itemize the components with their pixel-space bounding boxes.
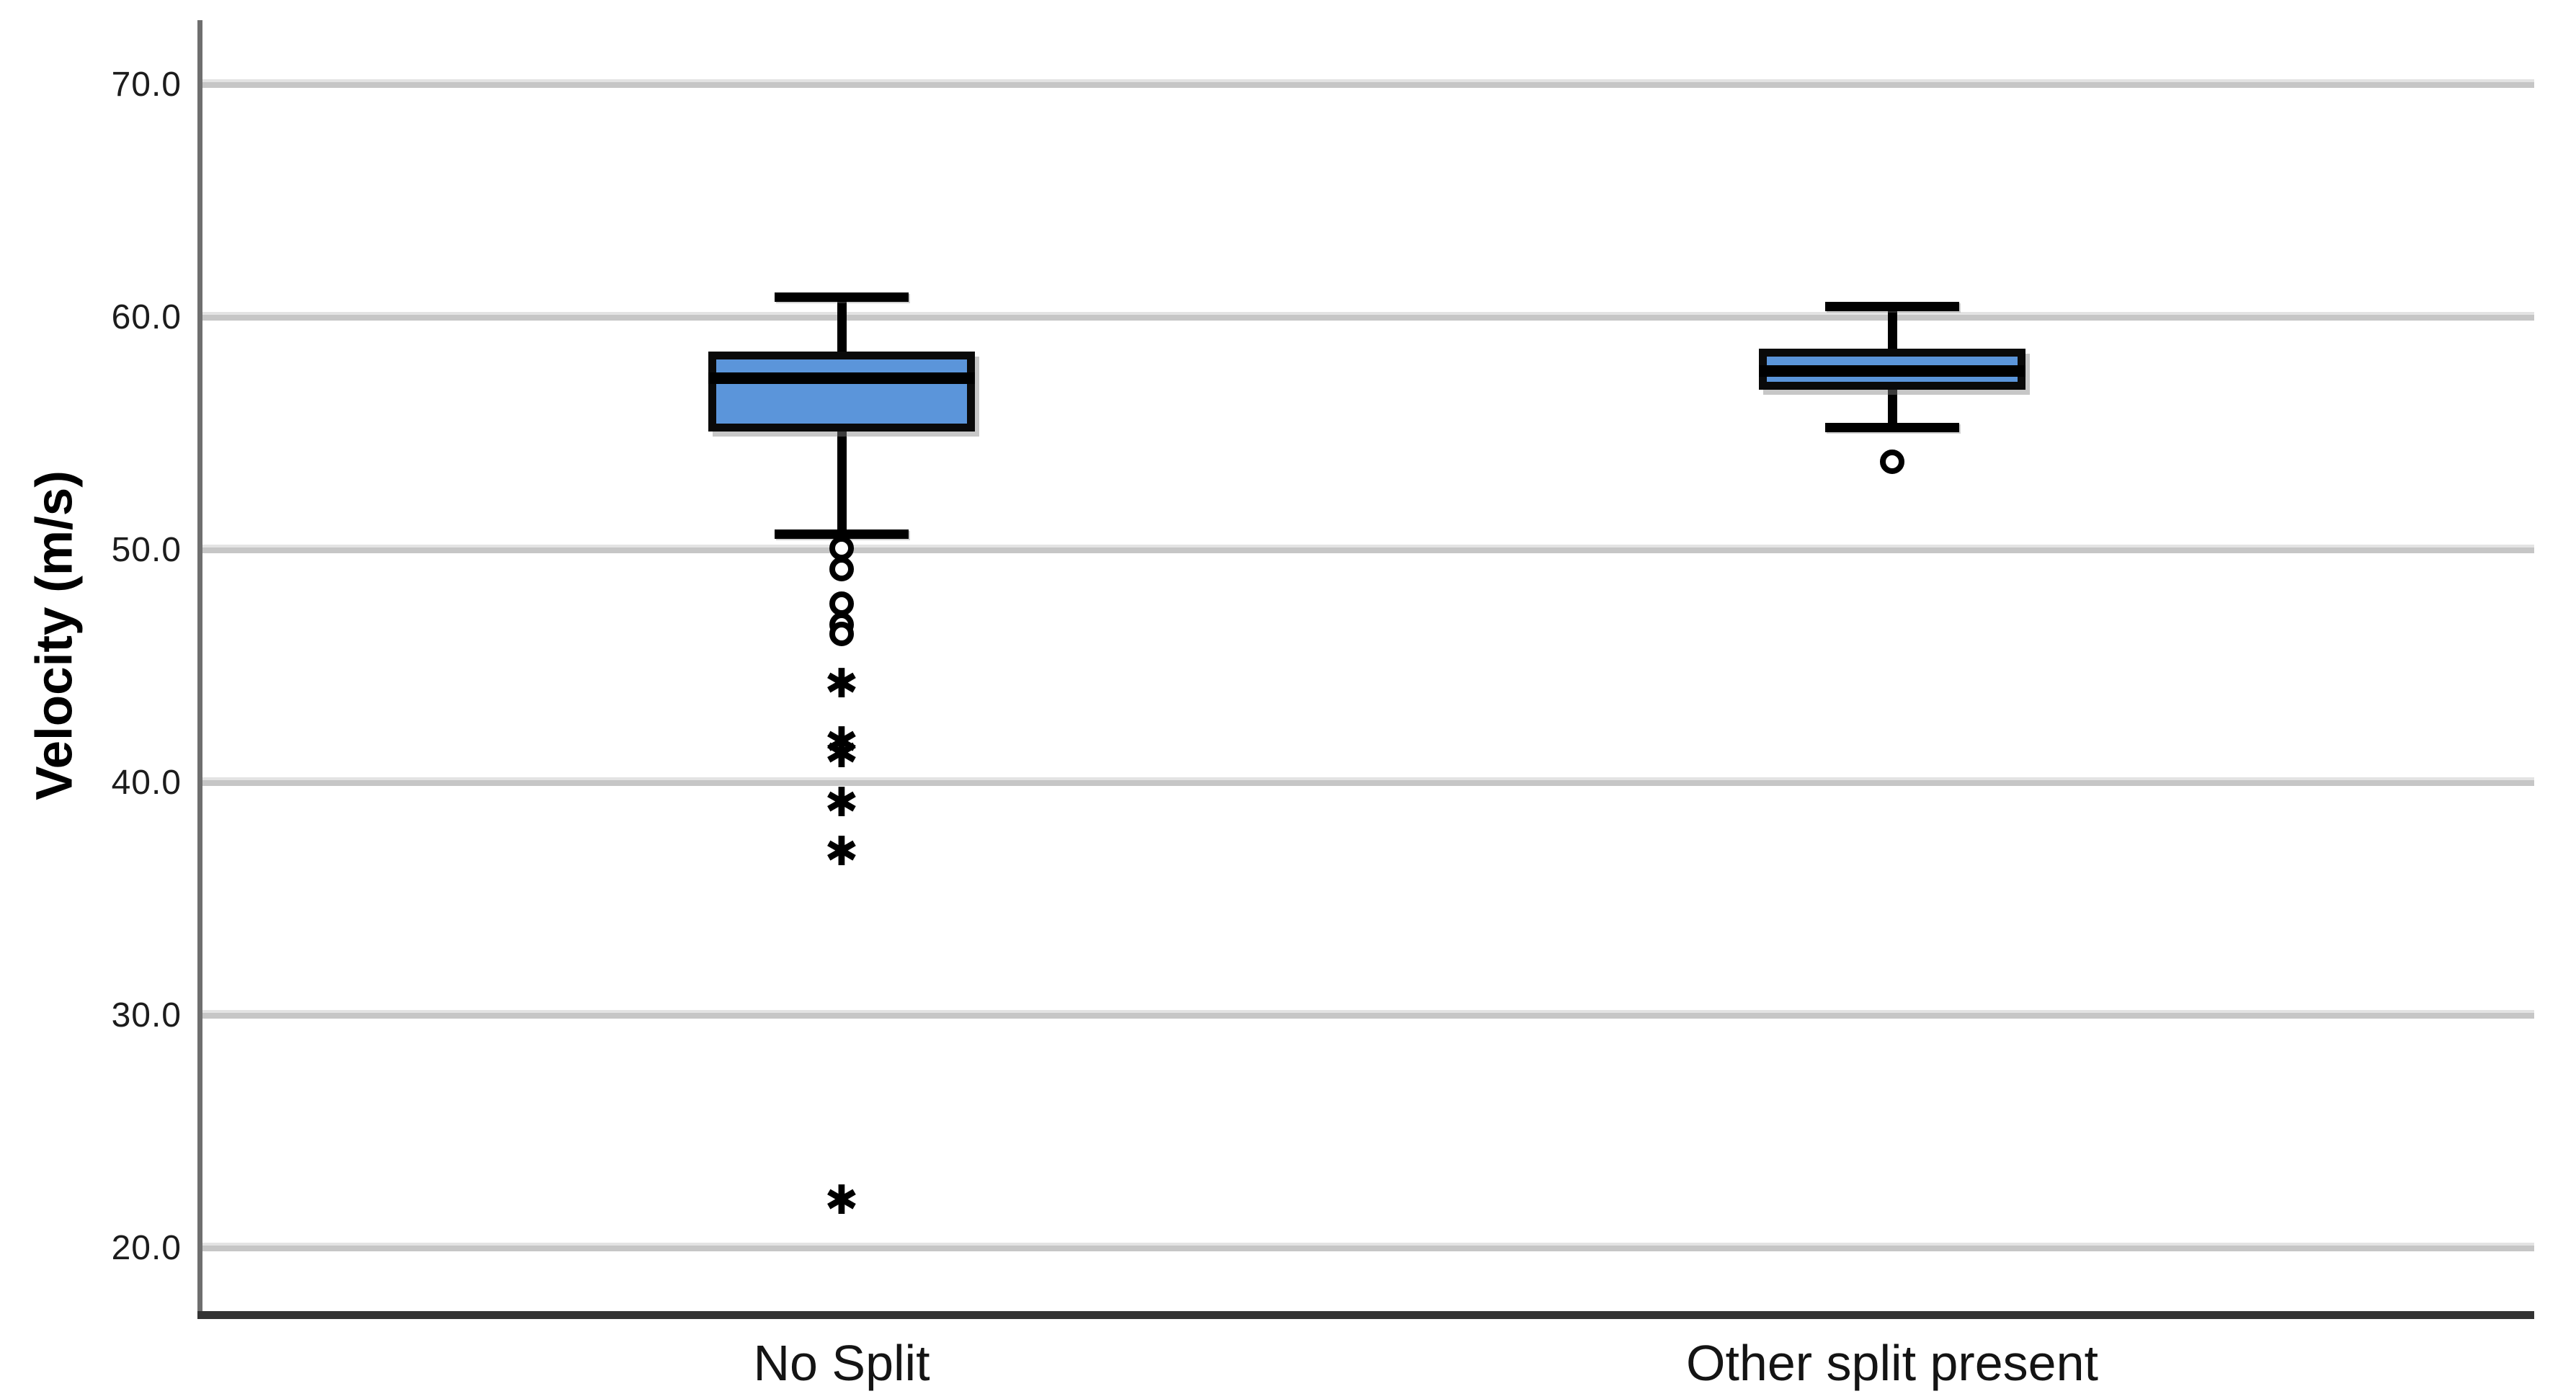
gridline-60.0 (200, 315, 2534, 321)
extreme-asterisk: ✱ (824, 1177, 859, 1225)
y-tick-label: 20.0 (111, 1229, 182, 1267)
y-tick-label: 40.0 (111, 764, 182, 802)
extreme-asterisk: ✱ (824, 661, 859, 708)
y-tick-label: 70.0 (111, 66, 182, 104)
extreme-asterisk: ✱ (824, 828, 859, 875)
iqr-box (708, 351, 975, 432)
y-tick-label: 60.0 (111, 298, 182, 336)
extreme-asterisk: ✱ (824, 779, 859, 827)
upper-whisker-cap (775, 292, 909, 302)
y-tick-label: 30.0 (111, 996, 182, 1034)
gridline-30.0 (200, 1013, 2534, 1019)
extreme-asterisk: ✱ (824, 719, 859, 766)
gridline-40.0 (200, 780, 2534, 786)
x-axis-line (197, 1311, 2534, 1319)
outlier-circle (829, 556, 854, 581)
gridline-20.0 (200, 1246, 2534, 1251)
outlier-circle (1880, 450, 1904, 475)
median-line (708, 372, 975, 384)
y-tick-label: 50.0 (111, 531, 182, 569)
lower-whisker-cap (775, 529, 909, 540)
y-axis-line (197, 20, 202, 1319)
gridline-50.0 (200, 547, 2534, 553)
outlier-circle (829, 622, 854, 647)
upper-whisker-cap (1825, 301, 1959, 311)
median-line (1759, 365, 2025, 377)
y-axis-title: Velocity (m/s) (26, 470, 84, 800)
gridline-70.0 (200, 82, 2534, 88)
category-label: Other split present (1686, 1335, 2098, 1391)
category-label: No Split (753, 1335, 930, 1391)
extreme-asterisk: ✱ (824, 730, 859, 778)
lower-whisker-cap (1825, 422, 1959, 432)
